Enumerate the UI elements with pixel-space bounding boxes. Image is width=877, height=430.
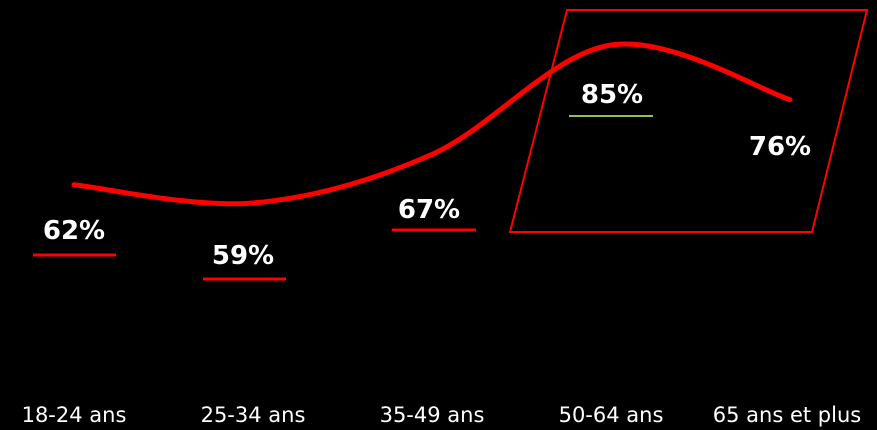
value-label: 76% <box>749 132 811 162</box>
x-tick-label: 35-49 ans <box>380 403 485 427</box>
value-label: 85% <box>581 80 643 110</box>
x-tick-label: 50-64 ans <box>559 403 664 427</box>
value-label: 67% <box>398 195 460 225</box>
x-tick-label: 18-24 ans <box>22 403 127 427</box>
x-tick-label: 65 ans et plus <box>713 403 861 427</box>
value-label: 62% <box>43 216 105 246</box>
value-labels: 62% 59% 67% 85% 76% <box>33 80 811 281</box>
highlight-frame <box>508 9 869 233</box>
x-tick-label: 25-34 ans <box>201 403 306 427</box>
x-axis-labels: 18-24 ans 25-34 ans 35-49 ans 50-64 ans 65 a… <box>22 403 862 427</box>
series-line <box>71 41 793 207</box>
value-label: 59% <box>212 241 274 271</box>
